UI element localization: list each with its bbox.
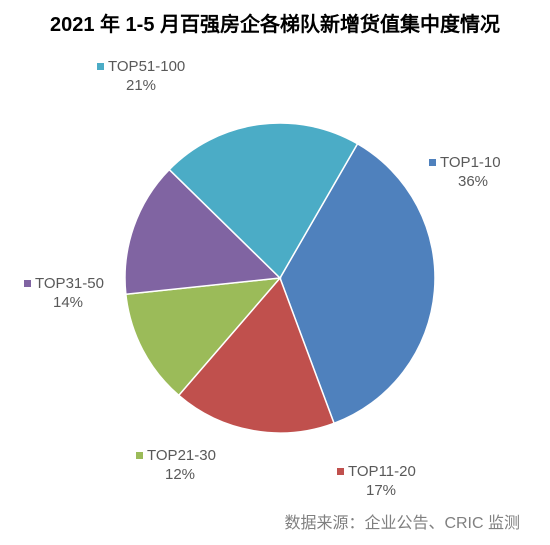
slice-label: TOP21-30 [147, 446, 216, 466]
data-source: 数据来源：企业公告、CRIC 监测 [284, 509, 520, 533]
legend-marker [97, 63, 104, 70]
slice-label: TOP1-10 [440, 153, 501, 173]
legend-marker [429, 159, 436, 166]
slice-percent: 12% [165, 465, 195, 485]
legend-marker [24, 280, 31, 287]
slice-percent: 36% [458, 172, 488, 192]
slice-label: TOP11-20 [348, 462, 416, 482]
slice-percent: 14% [53, 293, 83, 313]
legend-marker [337, 468, 344, 475]
slice-percent: 17% [366, 481, 396, 501]
legend-marker [136, 452, 143, 459]
slice-label: TOP51-100 [108, 57, 185, 77]
pie-chart [123, 121, 437, 435]
slice-percent: 21% [126, 76, 156, 96]
chart-title: 2021 年 1-5 月百强房企各梯队新增货值集中度情况 [0, 8, 550, 37]
slice-label: TOP31-50 [35, 274, 104, 294]
